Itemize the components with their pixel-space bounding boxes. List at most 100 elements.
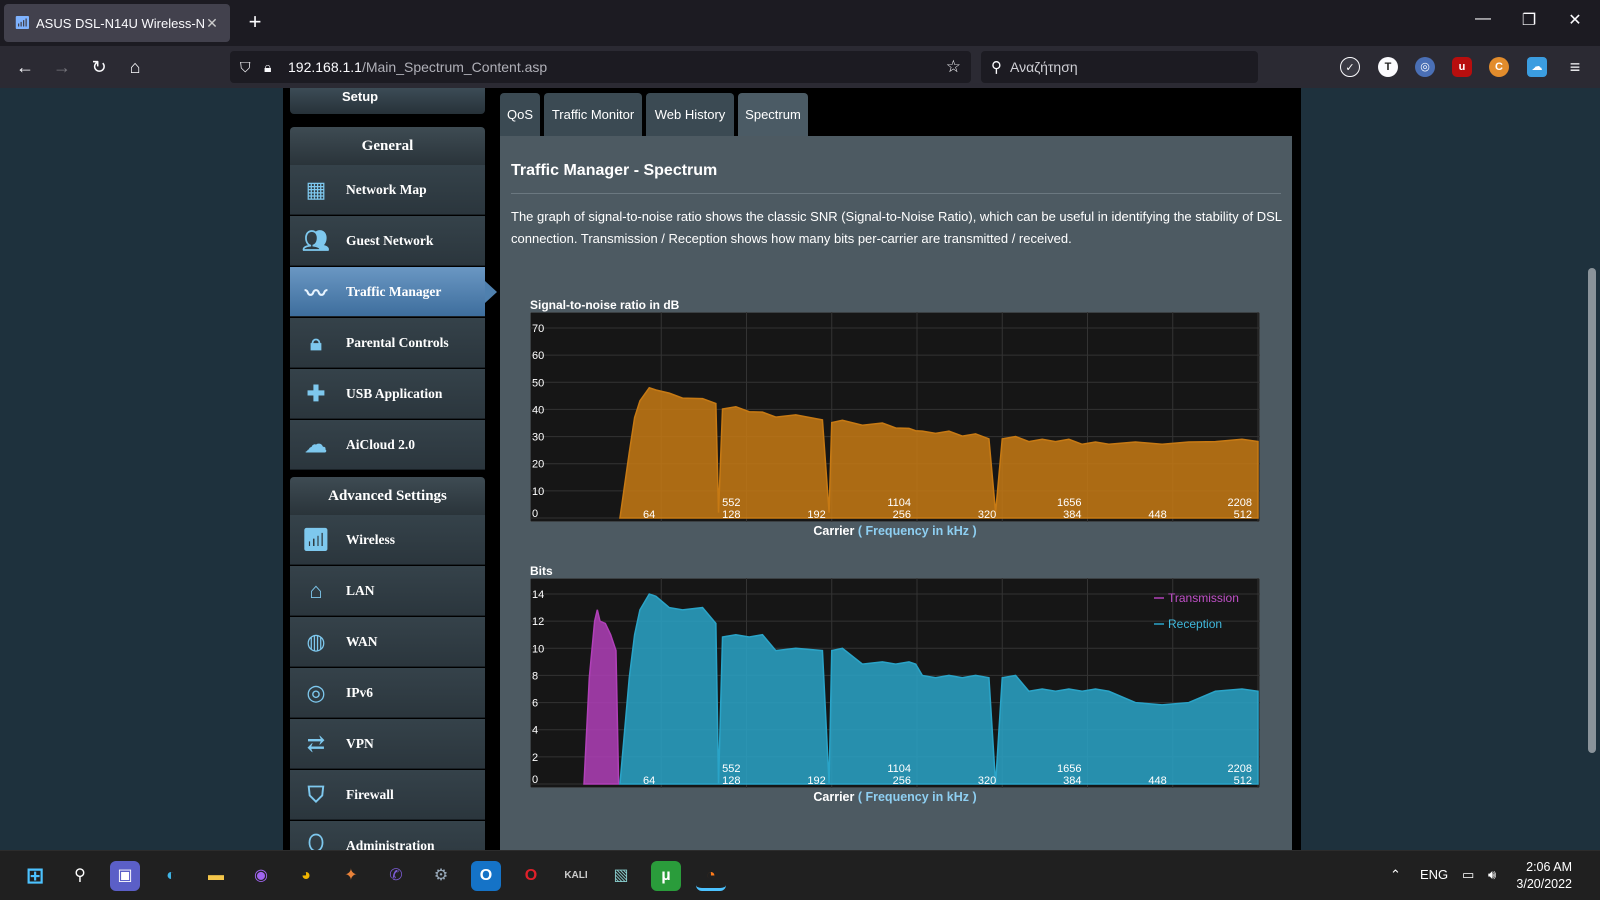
sidebar-item-wan[interactable]: ◍ WAN [290,617,485,667]
carrier-tick-label: 448 [1148,775,1166,787]
file-explorer-icon[interactable]: ▬ [208,867,224,884]
opera-icon[interactable]: O [524,867,538,884]
y-tick-label: 0 [532,508,538,520]
bits-chart-block: Bits 0 2 4 6 8 10 12 14 64 128 192 256 320 384 448 512 5… [530,564,1260,824]
extension-cookie-icon[interactable]: C [1489,57,1509,77]
network-icon[interactable]: ▭ [1462,867,1475,882]
utorrent-icon[interactable]: µ [651,861,681,891]
sidebar-item-firewall[interactable]: ⛉ Firewall [290,770,485,820]
cloud-icon: ☁ [305,431,327,457]
y-tick-label: 60 [532,350,544,362]
menu-icon[interactable]: ≡ [1569,57,1581,77]
lock-icon[interactable]: 🔒︎ [264,58,272,75]
sidebar-item-usb-application[interactable]: ✚ USB Application [290,369,485,419]
close-window-icon[interactable]: ✕ [1568,12,1582,29]
monitor-app-icon[interactable]: ▧ [613,867,629,884]
app-icon[interactable]: ✦ [344,867,358,884]
language-indicator[interactable]: ENG [1420,867,1449,882]
y-tick-label: 6 [532,698,538,710]
clock[interactable]: 2:06 AM 3/20/2022 [1516,859,1572,893]
y-tick-label: 4 [532,725,538,737]
ublock-icon[interactable]: u [1452,57,1472,77]
general-header: General [290,127,485,165]
reload-icon[interactable]: ↻ [91,57,107,77]
sidebar-item-label: VPN [346,735,374,751]
frequency-tick-label: 1656 [1057,497,1081,509]
home-icon[interactable]: ⌂ [129,57,141,77]
sidebar-item-vpn[interactable]: ⇄ VPN [290,719,485,769]
new-tab-button[interactable]: + [248,9,262,34]
bookmark-star-icon[interactable]: ☆ [945,57,961,76]
spectrum-content: Traffic Manager - Spectrum The graph of … [500,136,1292,850]
teams-icon[interactable]: ▣ [110,861,140,891]
sidebar-item-label: Network Map [346,181,427,197]
url-bar[interactable]: ⛉ 🔒︎ 192.168.1.1 /Main_Spectrum_Content.… [230,51,971,83]
quick-setup-button[interactable]: Setup [290,88,485,114]
search-input[interactable]: ⚲ Αναζήτηση [981,51,1258,83]
y-tick-label: 30 [532,432,544,444]
y-tick-label: 10 [532,643,544,655]
start-icon[interactable]: ⊞ [25,863,45,888]
settings-gear-icon[interactable]: ⚙ [433,867,449,884]
sidebar-item-label: Wireless [346,531,395,547]
tray-chevron-icon[interactable]: ⌃ [1390,867,1401,882]
sidebar-item-label: Traffic Manager [346,283,442,299]
tab-traffic-monitor[interactable]: Traffic Monitor [544,93,642,137]
wifi-icon: 📶︎ [302,526,330,552]
search-icon[interactable]: ⚲ [74,867,86,884]
tab-qos[interactable]: QoS [500,93,540,137]
sidebar-item-ipv6[interactable]: ◎ IPv6 [290,668,485,718]
carrier-tick-label: 128 [722,775,740,787]
carrier-tick-label: 256 [893,509,911,521]
lock-icon: 🔒︎ [310,329,322,355]
puzzle-icon: ✚ [306,380,326,406]
sidebar-item-traffic-manager[interactable]: 〰 Traffic Manager [290,267,497,317]
url-host: 192.168.1.1 [288,59,362,75]
outlook-icon[interactable]: O [471,861,501,891]
browser-tab[interactable]: 📶︎ ASUS DSL-N14U Wireless-N300 ✕ [4,4,230,42]
podcast-icon[interactable]: ◉ [254,867,268,884]
sidebar-item-label: Parental Controls [346,334,449,350]
edge-icon[interactable]: ◐ [166,867,176,884]
y-tick-label: 12 [532,616,544,628]
tracking-shield-icon[interactable]: ⛉ [240,58,251,75]
y-tick-label: 40 [532,404,544,416]
page-scrollbar[interactable] [1584,88,1600,850]
sidebar-item-guest-network[interactable]: 👥︎ Guest Network [290,216,485,266]
restore-icon[interactable]: ❐ [1521,12,1537,29]
extension-cloud-icon[interactable]: ☁ [1527,57,1547,77]
sidebar-item-administration[interactable]: 👤︎ Administration [290,821,485,850]
tab-title: ASUS DSL-N14U Wireless-N300 [36,15,204,31]
volume-icon[interactable]: 🔊︎ [1488,867,1497,882]
carrier-tick-label: 512 [1234,775,1252,787]
sidebar-item-aicloud[interactable]: ☁ AiCloud 2.0 [290,420,485,470]
sidebar-item-wireless[interactable]: 📶︎ Wireless [290,515,485,565]
viber-icon[interactable]: ✆ [389,867,403,884]
sidebar-item-label: Administration [346,837,435,851]
chrome-icon[interactable]: ◕ [301,867,311,884]
frequency-tick-label: 552 [722,763,740,775]
extension-t-icon[interactable]: T [1378,57,1398,77]
y-tick-label: 2 [532,752,538,764]
tab-web-history[interactable]: Web History [646,93,734,137]
sidebar-item-lan[interactable]: ⌂ LAN [290,566,485,616]
snr-chart: 0 10 20 30 40 50 60 70 64 128 192 256 320 384 448 512 55… [530,312,1260,522]
kali-icon[interactable]: KALI [564,870,588,881]
minimize-icon[interactable]: — [1475,10,1491,27]
sidebar-item-parental-controls[interactable]: 🔒︎ Parental Controls [290,318,485,368]
scrollbar-thumb[interactable] [1588,268,1596,753]
vpn-icon: ⇄ [306,730,326,756]
pocket-icon[interactable]: ✓ [1340,57,1360,77]
close-tab-icon[interactable]: ✕ [206,14,218,31]
back-icon[interactable]: ← [16,57,34,77]
sidebar-item-network-map[interactable]: ▦ Network Map [290,165,485,215]
tab-spectrum[interactable]: Spectrum [738,93,808,137]
carrier-tick-label: 128 [722,509,740,521]
carrier-tick-label: 192 [807,509,825,521]
firefox-icon[interactable]: ◔ [696,861,726,891]
forward-icon[interactable]: → [53,57,71,77]
extension-globe-icon[interactable]: ◎ [1415,57,1435,77]
series-area-0 [619,386,1259,519]
frequency-tick-label: 1656 [1057,763,1081,775]
shield-icon: ⛉ [307,781,325,807]
